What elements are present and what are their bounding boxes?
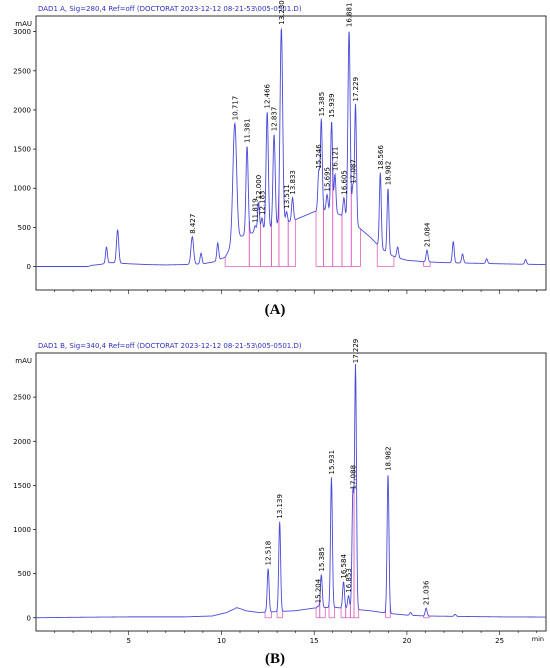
y-axis-unit: mAU (15, 20, 32, 28)
peak-label: 15.939 (328, 93, 336, 118)
peak-label: 18.566 (377, 145, 385, 170)
peak-label: 15.385 (318, 547, 326, 572)
peak-label: 17.087 (349, 159, 357, 184)
peak-label: 21.036 (423, 580, 431, 605)
peak-label: 10.717 (231, 96, 239, 121)
peak-label: 12.466 (264, 83, 272, 108)
integration-marks (264, 485, 430, 619)
plot-frame (35, 352, 547, 632)
y-tick-label: 2500 (13, 67, 31, 75)
x-tick-label: 10 (217, 637, 226, 645)
peak-label: 16.584 (340, 554, 348, 579)
x-tick-label: 25 (495, 637, 504, 645)
y-tick-label: 2000 (13, 438, 31, 446)
peak-label: 15.695 (324, 167, 332, 192)
chart-title: DAD1 B, Sig=340,4 Ref=off (DOCTORAT 2023… (38, 342, 302, 350)
peak-label: 12.837 (271, 107, 279, 132)
y-tick-label: 3000 (13, 28, 31, 36)
peak-label: 18.982 (385, 446, 393, 471)
chromatogram-panel-b: DAD1 B, Sig=340,4 Ref=off (DOCTORAT 2023… (0, 337, 550, 647)
y-axis-unit: mAU (15, 357, 32, 365)
peak-label: 16.881 (346, 3, 354, 28)
peak-label: 17.229 (352, 77, 360, 102)
chromatogram-trace (36, 363, 547, 619)
y-tick-label: 1000 (13, 526, 31, 534)
y-tick-label: 500 (18, 570, 31, 578)
x-tick-label: 15 (310, 637, 319, 645)
peak-label: 12.183 (258, 190, 266, 215)
peak-label: 17.229 (352, 339, 360, 364)
chromatogram-b-plot: DAD1 B, Sig=340,4 Ref=off (DOCTORAT 2023… (13, 339, 547, 645)
peak-label: 21.084 (424, 222, 432, 247)
y-tick-label: 2500 (13, 394, 31, 402)
peak-label: 12.518 (265, 541, 273, 566)
y-tick-label: 0 (27, 263, 31, 271)
peak-label: 13.511 (283, 184, 291, 209)
panel-a-tag: (A) (264, 302, 286, 318)
chromatogram-panel-a: DAD1 A, Sig=280,4 Ref=off (DOCTORAT 2023… (0, 0, 550, 295)
peak-label: 16.605 (340, 170, 348, 195)
y-tick-label: 500 (18, 224, 31, 232)
peak-label: 15.204 (314, 578, 322, 603)
peak-label: 11.819 (252, 198, 260, 223)
peak-label: 13.230 (278, 0, 286, 25)
peak-label: 15.931 (328, 450, 336, 475)
peak-label: 12.000 (255, 175, 263, 200)
y-tick-label: 1500 (13, 146, 31, 154)
x-tick-label: 20 (402, 637, 411, 645)
peak-label: 15.385 (318, 92, 326, 117)
peak-label: 17.088 (349, 465, 357, 490)
peak-label: 13.833 (289, 170, 297, 195)
y-tick-label: 1000 (13, 185, 31, 193)
x-axis-unit: min (532, 294, 544, 295)
x-tick-label: 5 (126, 637, 130, 645)
y-tick-label: 0 (27, 614, 31, 622)
panel-b-tag: (B) (265, 651, 285, 667)
peak-label: 15.246 (315, 144, 323, 169)
plot-frame (35, 15, 547, 291)
peak-label: 13.139 (276, 494, 284, 519)
peak-label: 18.982 (385, 161, 393, 186)
y-tick-label: 2000 (13, 106, 31, 114)
chromatogram-trace (36, 28, 547, 267)
x-axis-unit: min (532, 635, 544, 643)
peak-label: 8.427 (189, 214, 197, 234)
chromatogram-a-plot: DAD1 A, Sig=280,4 Ref=off (DOCTORAT 2023… (13, 0, 547, 295)
y-tick-label: 1500 (13, 482, 31, 490)
peak-label: 16.121 (331, 147, 339, 172)
peak-label: 11.381 (244, 118, 252, 142)
peak-label: 16.853 (345, 568, 353, 593)
chart-title: DAD1 A, Sig=280,4 Ref=off (DOCTORAT 2023… (38, 5, 302, 13)
